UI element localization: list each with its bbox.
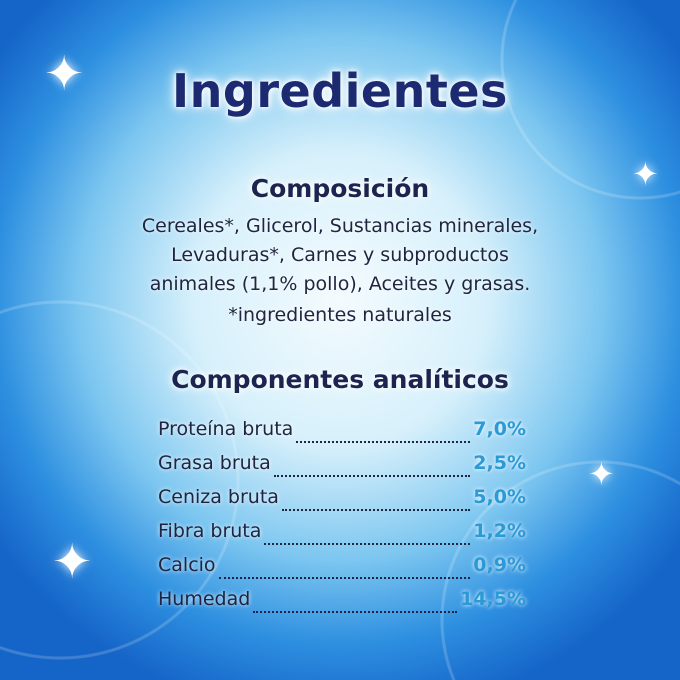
composition-line: Levaduras*, Carnes y subproductos — [171, 244, 509, 266]
sparkle-icon: ✦ — [44, 46, 85, 102]
row-value: 7,0% — [473, 418, 526, 440]
composition-text: Cereales*, Glicerol, Sustancias minerale… — [0, 212, 680, 299]
sparkle-icon: ✦ — [588, 455, 615, 493]
analytics-heading: Componentes analíticos — [171, 365, 509, 394]
row-label: Grasa bruta — [158, 452, 271, 474]
row-label: Calcio — [158, 554, 216, 576]
row-label: Ceniza bruta — [158, 486, 279, 508]
dot-leader — [273, 475, 471, 477]
row-value: 14,5% — [460, 588, 526, 610]
composition-line: animales (1,1% pollo), Aceites y grasas. — [149, 273, 531, 295]
row-value: 1,2% — [473, 520, 526, 542]
row-label: Fibra bruta — [158, 520, 262, 542]
analytics-row: Grasa bruta 2,5% — [158, 452, 526, 486]
dot-leader — [253, 611, 458, 613]
composition-note: *ingredientes naturales — [228, 304, 452, 326]
analytics-row: Fibra bruta 1,2% — [158, 520, 526, 554]
analytics-row: Ceniza bruta 5,0% — [158, 486, 526, 520]
dot-leader — [264, 543, 471, 545]
row-label: Humedad — [158, 588, 251, 610]
analytics-table: Proteína bruta 7,0% Grasa bruta 2,5% Ceniz… — [158, 418, 526, 622]
page-title: Ingredientes — [172, 64, 508, 118]
row-value: 5,0% — [473, 486, 526, 508]
dot-leader — [218, 577, 471, 579]
row-value: 0,9% — [473, 554, 526, 576]
row-label: Proteína bruta — [158, 418, 294, 440]
sparkle-icon: ✦ — [52, 534, 93, 590]
dot-leader — [296, 441, 471, 443]
analytics-row: Calcio 0,9% — [158, 554, 526, 588]
row-value: 2,5% — [473, 452, 526, 474]
analytics-row: Proteína bruta 7,0% — [158, 418, 526, 452]
composition-line: Cereales*, Glicerol, Sustancias minerale… — [141, 215, 539, 237]
analytics-row: Humedad 14,5% — [158, 588, 526, 622]
dot-leader — [281, 509, 471, 511]
sparkle-icon: ✦ — [632, 155, 659, 193]
composition-heading: Composición — [250, 174, 430, 203]
